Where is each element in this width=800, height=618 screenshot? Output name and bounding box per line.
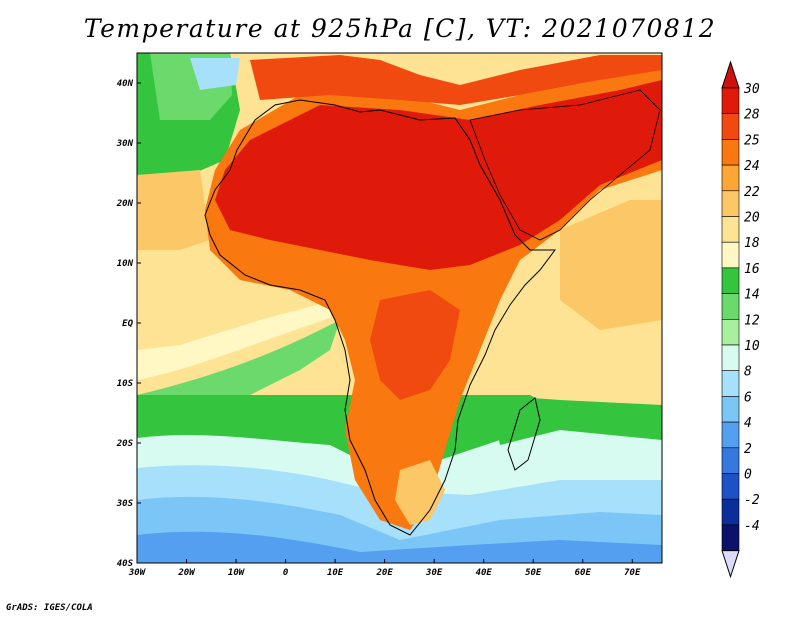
coastline (204, 99, 556, 536)
colorbar-swatch (721, 318, 740, 346)
colorbar-level-label: 22 (744, 185, 760, 200)
colorbar-swatch (721, 447, 740, 474)
colorbar-swatch (721, 370, 740, 397)
colorbar-swatch (721, 344, 740, 372)
colorbar-level-label: 14 (744, 288, 760, 303)
latitude-axis: 40N 30N 20N 10N EQ 10S 20S 30S 40S (116, 79, 141, 569)
colorbar-swatch (721, 421, 740, 449)
colorbar-level-label: 20 (744, 211, 760, 226)
lon-tick-label: 0 (283, 568, 289, 578)
lon-tick-label: 30W (128, 568, 147, 578)
colorbar-level-label: 30 (743, 82, 760, 97)
colorbar-swatch (721, 524, 740, 551)
colorbar-level-label: -2 (744, 493, 760, 508)
lat-tick-label: 40N (117, 79, 134, 89)
map-title: Temperature at 925hPa [C], VT: 202107081… (83, 14, 717, 43)
lat-tick-label: 10S (117, 379, 134, 389)
lon-tick-label: 50E (525, 568, 542, 578)
colorbar-swatch (721, 293, 740, 320)
colorbar-level-label: 18 (744, 236, 760, 251)
colorbar-level-label: 28 (744, 108, 760, 123)
lon-tick-label: 60E (575, 568, 592, 578)
colorbar-level-label: 8 (744, 365, 752, 380)
lat-tick-label: 30N (116, 139, 134, 149)
lat-tick-label: 20N (116, 199, 134, 209)
colorbar-level-label: 25 (744, 133, 760, 148)
lon-tick-label: 30E (425, 568, 443, 578)
colorbar-bottom-arrow (721, 550, 740, 579)
lat-tick-label: 40S (117, 559, 134, 569)
colorbar-swatch (721, 164, 740, 192)
colorbar-swatch (721, 87, 740, 115)
lon-tick-label: 10W (228, 568, 246, 578)
lat-tick-label: 30S (116, 499, 134, 509)
lon-tick-label: 40E (476, 568, 493, 578)
colorbar-level-label: 24 (744, 159, 760, 174)
colorbar-swatch (721, 396, 740, 423)
map-frame (136, 52, 663, 564)
credit-label: GrADS: IGES/COLA (6, 603, 93, 613)
colorbar-level-label: -4 (744, 519, 760, 534)
colorbar-swatch (721, 473, 740, 500)
longitude-axis: 30W 20W 10W 0 10E 20E 30E 40E 50E 60E 70E (128, 559, 641, 578)
colorbar-swatch (721, 216, 740, 243)
lat-tick-label: 10N (117, 259, 134, 269)
colorbar-swatch (721, 241, 740, 269)
colorbar-swatch (721, 190, 740, 217)
arabia-outline (469, 89, 661, 241)
colorbar-swatch (721, 113, 740, 140)
colorbar-level-label: 10 (744, 339, 760, 354)
temperature-field (137, 53, 662, 563)
colorbar-top-arrow (721, 60, 740, 89)
lon-tick-label: 10E (327, 568, 344, 578)
colorbar-swatch (721, 498, 740, 526)
madagascar-outline (507, 397, 541, 471)
lon-tick-label: 20W (177, 568, 196, 578)
colorbar-level-label: 0 (744, 468, 752, 483)
colorbar-level-label: 16 (744, 262, 760, 277)
colorbar-level-label: 2 (744, 442, 752, 457)
colorbar-level-label: 4 (744, 416, 752, 431)
colorbar-swatch (721, 267, 740, 294)
lat-tick-label: EQ (122, 319, 133, 329)
colorbar-level-label: 6 (744, 390, 752, 405)
colorbar-swatch (721, 139, 740, 166)
lon-tick-label: 20E (376, 568, 394, 578)
lat-tick-label: 20S (116, 439, 134, 449)
lon-tick-label: 70E (624, 568, 641, 578)
colorbar-level-label: 12 (744, 313, 760, 328)
